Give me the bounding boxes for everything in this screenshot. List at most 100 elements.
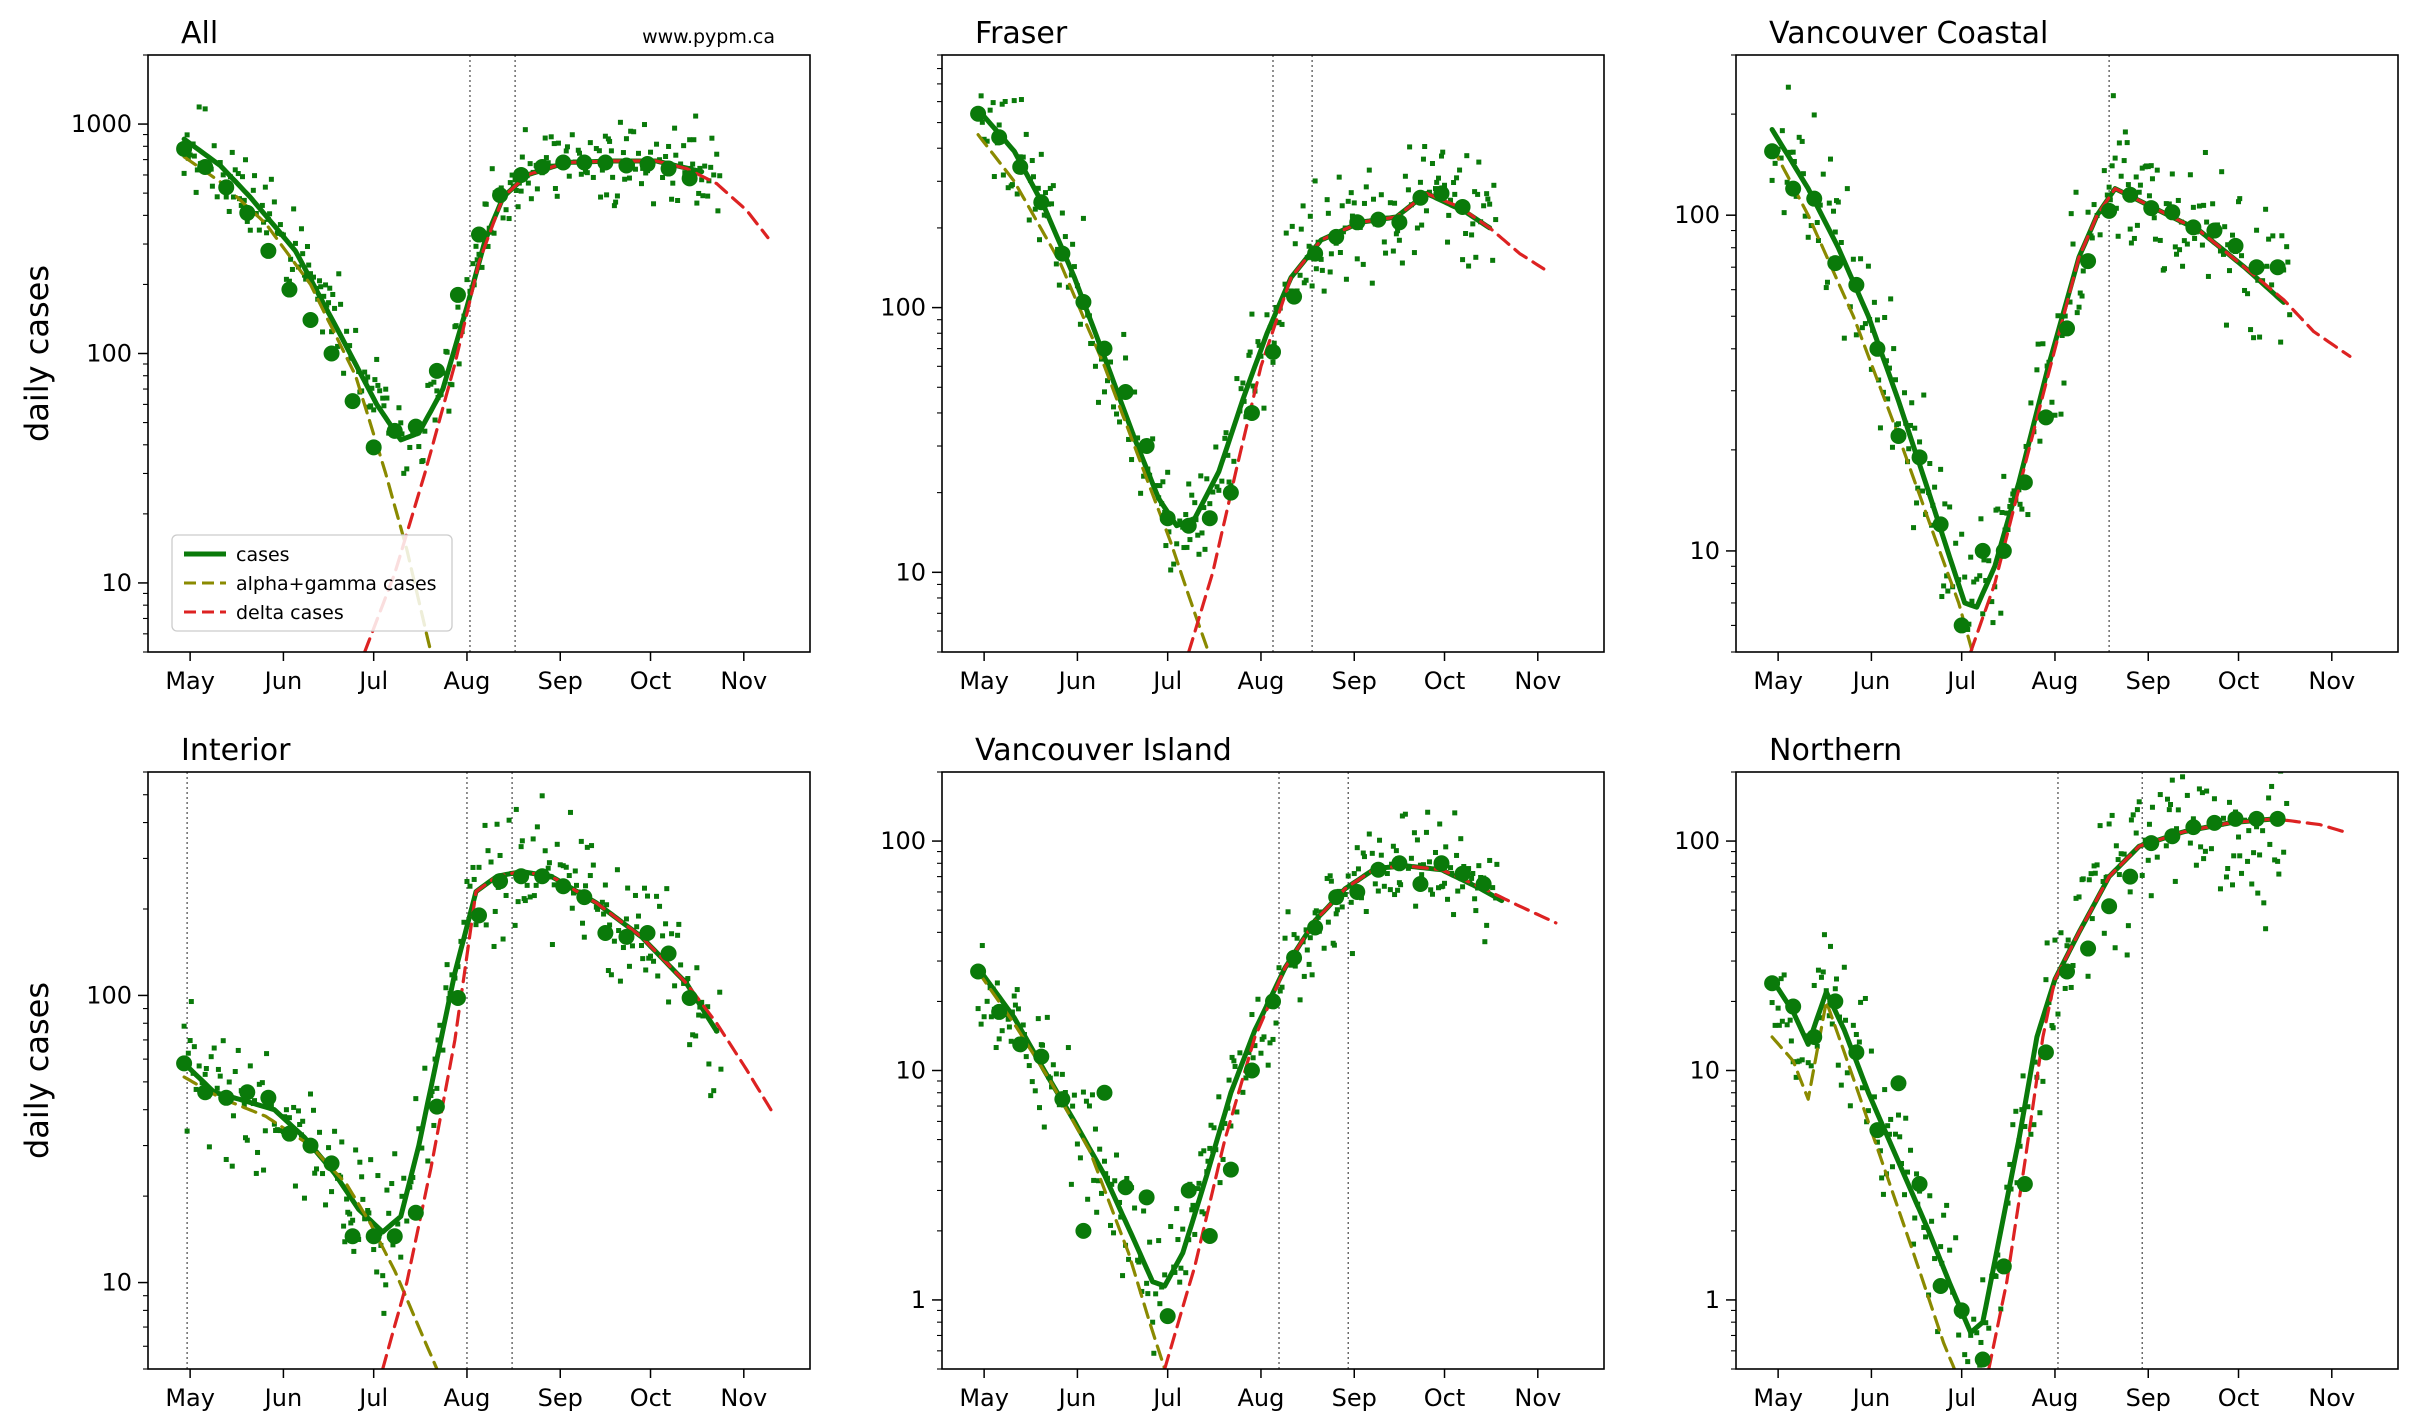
daily-point xyxy=(1334,907,1340,913)
daily-point xyxy=(1790,149,1796,155)
daily-point xyxy=(336,271,342,277)
daily-point xyxy=(1108,359,1114,365)
legend: cases alpha+gamma cases delta cases xyxy=(171,534,453,632)
daily-point xyxy=(1472,896,1478,902)
daily-point xyxy=(1874,1139,1880,1145)
daily-point xyxy=(1850,1022,1856,1028)
daily-point xyxy=(351,1248,357,1254)
daily-point xyxy=(277,222,283,228)
daily-point xyxy=(482,822,488,828)
daily-point xyxy=(1240,380,1246,386)
daily-point xyxy=(383,1282,389,1288)
weekly-point xyxy=(323,345,340,362)
y-tick-label: 1 xyxy=(1705,1286,1720,1314)
daily-point xyxy=(1023,131,1029,137)
daily-point xyxy=(2261,900,2267,906)
daily-point xyxy=(1229,1054,1235,1060)
daily-point xyxy=(1360,850,1366,856)
daily-point xyxy=(1978,1339,1984,1345)
daily-point xyxy=(1775,1005,1781,1011)
daily-point xyxy=(1077,321,1083,327)
daily-point xyxy=(1426,859,1432,865)
daily-point xyxy=(1978,516,1984,522)
daily-point xyxy=(1196,1180,1202,1186)
daily-point xyxy=(1414,225,1420,231)
daily-point xyxy=(580,920,586,926)
daily-point xyxy=(2070,241,2076,247)
daily-point xyxy=(1207,501,1213,507)
daily-point xyxy=(545,865,551,871)
panel-frame xyxy=(941,54,1605,653)
weekly-point xyxy=(1159,510,1176,527)
x-tick-label: Jul xyxy=(357,667,388,695)
daily-point xyxy=(2010,491,2016,497)
daily-point xyxy=(660,933,666,939)
daily-point xyxy=(635,913,641,919)
daily-point xyxy=(1420,156,1426,162)
weekly-point xyxy=(492,187,509,204)
daily-point xyxy=(392,1151,398,1157)
daily-point xyxy=(1145,1291,1151,1297)
daily-point xyxy=(365,374,371,380)
daily-point xyxy=(506,817,512,823)
daily-point xyxy=(1141,1208,1147,1214)
daily-point xyxy=(297,1122,303,1128)
weekly-point xyxy=(428,1098,445,1115)
daily-point xyxy=(1419,872,1425,878)
daily-point xyxy=(2019,506,2025,512)
daily-point xyxy=(1969,598,1975,604)
daily-point xyxy=(2220,815,2226,821)
daily-point xyxy=(289,266,295,272)
daily-point xyxy=(1345,198,1351,204)
daily-point xyxy=(2110,93,2116,99)
daily-point xyxy=(2284,244,2290,250)
daily-point xyxy=(1005,185,1011,191)
daily-point xyxy=(1425,809,1431,815)
daily-point xyxy=(1366,831,1372,837)
daily-point xyxy=(1482,939,1488,945)
weekly-point xyxy=(1117,1179,1134,1196)
daily-point xyxy=(1941,583,1947,589)
daily-point xyxy=(601,911,607,917)
daily-point xyxy=(1318,256,1324,262)
daily-point xyxy=(1062,234,1068,240)
weekly-point xyxy=(1911,449,1928,466)
daily-point xyxy=(2146,821,2152,827)
daily-point xyxy=(187,152,193,158)
weekly-point xyxy=(1412,875,1429,892)
daily-point xyxy=(317,278,323,284)
daily-point xyxy=(381,403,387,409)
weekly-point xyxy=(1222,1161,1239,1178)
daily-point xyxy=(651,201,657,207)
daily-point xyxy=(663,154,669,160)
daily-point xyxy=(1811,982,1817,988)
daily-point xyxy=(583,883,589,889)
daily-point xyxy=(220,1038,226,1044)
daily-point xyxy=(1026,217,1032,223)
daily-point xyxy=(1325,919,1331,925)
daily-point xyxy=(2013,1108,2019,1114)
daily-point xyxy=(1199,1209,1205,1215)
weekly-point xyxy=(1785,180,1802,197)
daily-point xyxy=(2115,233,2121,239)
daily-point xyxy=(2190,204,2196,210)
y-tick-label: 10 xyxy=(895,558,926,586)
daily-point xyxy=(1832,986,1838,992)
daily-point xyxy=(672,125,678,131)
daily-point xyxy=(1938,1244,1944,1250)
daily-point xyxy=(307,1091,313,1097)
daily-point xyxy=(1879,1175,1885,1181)
daily-point xyxy=(274,230,280,236)
daily-point xyxy=(2223,874,2229,880)
daily-point xyxy=(1349,951,1355,957)
daily-point xyxy=(1285,909,1291,915)
daily-point xyxy=(268,176,274,182)
daily-point xyxy=(1114,1152,1120,1158)
daily-point xyxy=(1395,228,1401,234)
daily-point xyxy=(2204,219,2210,225)
daily-point xyxy=(2198,844,2204,850)
daily-point xyxy=(664,886,670,892)
daily-point xyxy=(1053,1071,1059,1077)
daily-point xyxy=(2172,878,2178,884)
daily-point xyxy=(1279,984,1285,990)
